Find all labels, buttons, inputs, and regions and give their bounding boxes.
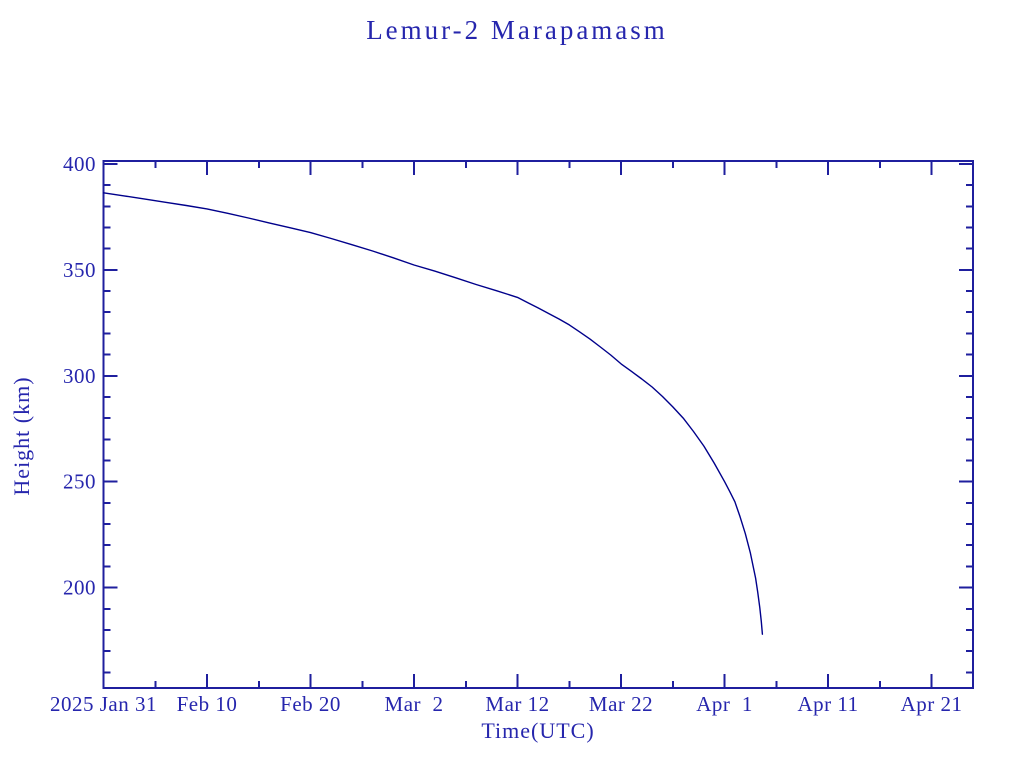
x-tick-label: Apr 11 xyxy=(798,692,859,716)
x-tick-label: Apr 21 xyxy=(901,692,963,716)
x-tick-label: 2025 Jan 31 xyxy=(50,692,157,716)
decay-curve xyxy=(102,192,764,635)
x-tick-label: Mar 2 xyxy=(385,692,444,716)
x-tick-label: Apr 1 xyxy=(696,692,753,716)
plot-frame xyxy=(102,160,974,689)
x-tick-label: Mar 12 xyxy=(485,692,549,716)
chart-title: Lemur-2 Marapamasm xyxy=(366,15,668,45)
y-tick-label: 300 xyxy=(63,364,96,388)
x-tick-label: Feb 20 xyxy=(280,692,341,716)
y-tick-label: 250 xyxy=(63,470,96,494)
y-tick-label: 400 xyxy=(63,152,96,176)
x-tick-label: Feb 10 xyxy=(177,692,238,716)
x-axis-title: Time(UTC) xyxy=(481,718,595,743)
x-tick-label: Mar 22 xyxy=(589,692,653,716)
y-tick-label: 350 xyxy=(63,258,96,282)
y-tick-label: 200 xyxy=(63,576,96,600)
